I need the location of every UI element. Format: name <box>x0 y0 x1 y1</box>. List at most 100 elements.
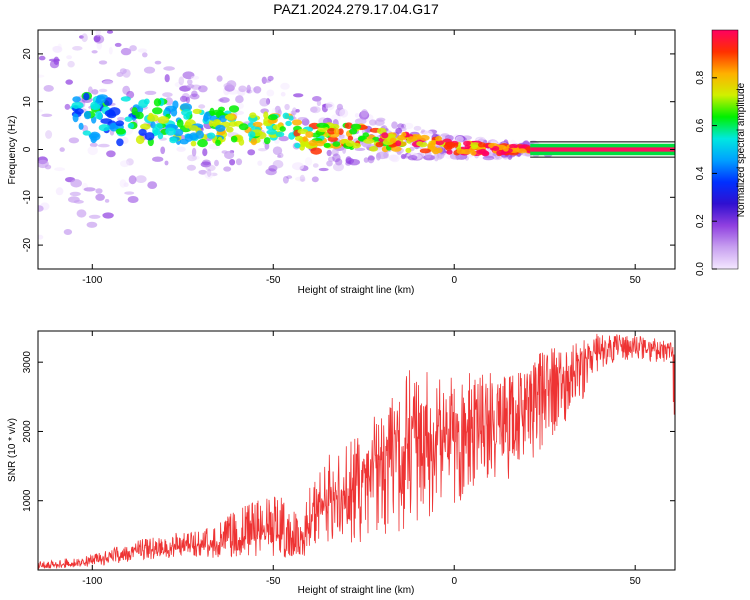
spectrogram-ridge-blob <box>154 123 163 130</box>
spectrogram-blob <box>354 118 367 125</box>
spectrogram-ridge-blob <box>305 131 314 138</box>
spectrogram-ridge-blob <box>238 138 245 146</box>
spectrogram-blob <box>95 30 101 37</box>
snr-frame <box>37 330 676 571</box>
x-tick-label: -50 <box>266 576 281 587</box>
spectrogram-blob <box>191 90 198 98</box>
spectrogram-ridge-blob <box>446 149 453 155</box>
spectrogram-blob <box>89 142 98 148</box>
spectrogram-blob <box>238 85 247 93</box>
spectrogram-ridge-blob <box>477 142 486 148</box>
spectrogram-ridge-blob <box>157 116 170 124</box>
spectrogram-blob <box>66 55 72 60</box>
spectrogram-blob <box>332 153 341 163</box>
spectrogram-blob <box>226 80 237 89</box>
spectrogram-blob <box>331 114 341 123</box>
spectrogram-ridge-blob <box>344 122 353 129</box>
spectrogram-blob <box>354 113 360 118</box>
spectrogram-ridge-blob <box>215 139 221 146</box>
spectrogram-blob <box>93 34 105 44</box>
spectrogram-ridge-blob <box>492 146 500 151</box>
spectrogram-ridge-blob <box>294 142 301 149</box>
spectrogram-ridge-blob <box>249 112 257 119</box>
spectrogram-blob <box>257 160 263 166</box>
spectrogram-blob <box>178 76 185 86</box>
spectrogram-blob <box>79 16 85 22</box>
spectrogram-blob <box>259 97 270 107</box>
spectrogram-blob <box>339 108 349 118</box>
spectrogram-ridge-blob <box>135 135 145 145</box>
spectrogram-blob <box>160 146 166 155</box>
colorbar-tick-label: 0.2 <box>695 214 706 228</box>
spectrogram-blob <box>202 159 211 166</box>
spectrogram-blob <box>433 152 439 162</box>
spectrogram-blob <box>127 196 139 203</box>
snr-series <box>38 333 675 570</box>
spectrogram-blob <box>154 60 162 65</box>
spectrogram-blob <box>223 166 232 172</box>
spectrogram-blob <box>206 168 212 178</box>
spectrogram-ridge-blob <box>215 124 226 132</box>
spectrogram-blob <box>106 30 114 34</box>
spectrogram-ridge-blob <box>304 140 310 148</box>
spectrogram-blob <box>91 50 98 54</box>
spectrogram-blob <box>98 60 108 65</box>
spectrogram-ridge-blob <box>395 140 402 147</box>
spectrogram-ridge-blob <box>83 110 92 120</box>
spectrogram-ridge-blob <box>285 120 292 127</box>
spectrogram-ridge-blob <box>419 148 431 154</box>
spectrogram-ridge-blob <box>481 151 490 157</box>
spectrogram-ridge-blob <box>165 127 177 136</box>
spectrogram-ridge-blob <box>315 140 325 147</box>
spectrogram-blob <box>202 148 208 157</box>
spectrogram-blob <box>286 175 293 179</box>
spectrogram-ridge-blob <box>327 136 338 142</box>
spectrogram-blob <box>280 82 290 90</box>
spectrogram-ridge-blob <box>197 139 208 148</box>
y-tick-label: 10 <box>22 96 33 108</box>
x-tick-label: 0 <box>451 576 457 587</box>
spectrogram-blob <box>235 95 244 104</box>
x-tick-label: 50 <box>630 275 642 286</box>
colorbar-tick-label: 0.6 <box>695 118 706 132</box>
spectrogram-ridge-blob <box>238 123 249 131</box>
spectrogram-ridge-blob <box>131 107 138 116</box>
spectrogram-blob <box>176 146 186 152</box>
spectrogram-ridge-blob <box>120 96 131 102</box>
colorbar-tick-label: 0.8 <box>695 70 706 84</box>
spectrogram-blob <box>120 47 132 56</box>
spectrogram-ridge-blob <box>416 134 422 140</box>
spectrogram-ridge-blob <box>282 112 290 120</box>
spectrogram-ridge-blob <box>294 135 304 142</box>
spectrogram-ridge-blob <box>71 101 84 110</box>
spectrogram-blob <box>191 155 200 160</box>
spectrogram-blob <box>163 66 176 71</box>
spectrogram-ridge-blob <box>302 136 308 142</box>
spectrogram-ridge-blob <box>98 124 111 132</box>
spectrogram-blob <box>38 109 43 113</box>
spectrogram-blob <box>205 164 216 172</box>
x-tick-label: 0 <box>451 275 457 286</box>
spectrogram-blob <box>128 175 137 185</box>
spectrogram-blob <box>210 172 218 177</box>
spectrogram-blob <box>191 147 197 157</box>
spectrogram-blob <box>247 149 256 156</box>
spectrogram-ridge-blob <box>275 131 285 137</box>
spectrogram-blob <box>246 87 257 93</box>
spectrogram-ridge-blob <box>427 142 436 149</box>
spectrogram-blob <box>312 163 319 168</box>
spectrogram-blob <box>59 147 65 152</box>
spectrogram-ridge-blob <box>115 128 126 135</box>
spectrogram-blob <box>143 66 156 74</box>
spectrogram-ridge-blob <box>345 140 355 147</box>
spectrogram-blob <box>124 191 135 195</box>
spectrogram-blob <box>44 164 52 170</box>
spectrogram-ridge-blob <box>228 105 240 113</box>
spectrogram-blob <box>325 101 335 111</box>
x-tick-label: -100 <box>82 576 102 587</box>
spectrogram-ridge-blob <box>279 126 286 132</box>
spectrogram-ridge-blob <box>456 148 466 154</box>
spectrogram-blob <box>421 129 425 133</box>
snr-y-ticks: 1000 2000 3000 <box>22 351 675 512</box>
spectrogram-ridge-blob <box>405 147 412 153</box>
